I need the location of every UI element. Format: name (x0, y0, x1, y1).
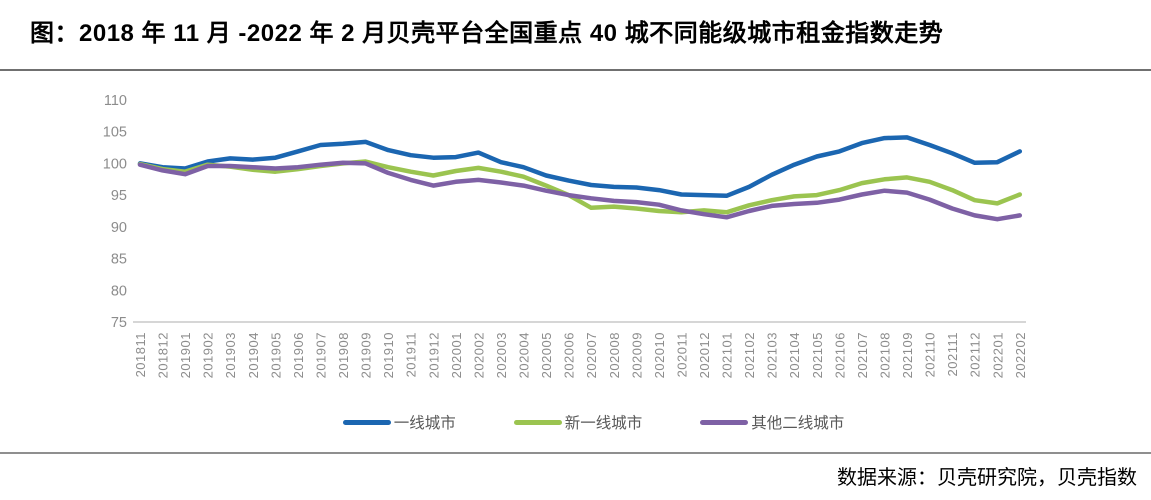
svg-text:202102: 202102 (742, 332, 757, 378)
svg-text:202001: 202001 (449, 332, 464, 378)
svg-text:202106: 202106 (832, 332, 847, 378)
svg-text:201911: 201911 (404, 332, 419, 377)
svg-text:95: 95 (111, 188, 127, 204)
svg-text:202202: 202202 (1013, 332, 1028, 378)
page-title: 图：2018 年 11 月 -2022 年 2 月贝壳平台全国重点 40 城不同… (30, 20, 944, 47)
svg-text:201902: 201902 (201, 332, 216, 378)
legend-label-tier1: 一线城市 (393, 415, 456, 432)
svg-text:201905: 201905 (268, 332, 283, 378)
footer-divider (0, 452, 1151, 454)
svg-text:202008: 202008 (607, 332, 622, 378)
svg-text:202007: 202007 (584, 332, 599, 378)
svg-text:202201: 202201 (990, 332, 1005, 378)
svg-text:202011: 202011 (674, 332, 689, 377)
svg-text:90: 90 (111, 220, 127, 236)
svg-text:201811: 201811 (133, 332, 148, 377)
svg-text:202108: 202108 (877, 332, 892, 378)
tier1-line-swatch (342, 419, 391, 425)
svg-text:85: 85 (111, 252, 127, 268)
svg-text:201912: 201912 (426, 332, 441, 378)
svg-text:75: 75 (111, 315, 127, 331)
svg-text:202110: 202110 (923, 332, 938, 377)
svg-text:80: 80 (111, 283, 127, 299)
svg-text:202109: 202109 (900, 332, 915, 378)
legend-label-new-tier1: 新一线城市 (564, 415, 643, 432)
svg-text:201908: 201908 (336, 332, 351, 378)
svg-text:201903: 201903 (223, 332, 238, 378)
svg-text:202112: 202112 (968, 332, 983, 377)
svg-text:201904: 201904 (246, 332, 261, 378)
svg-text:201907: 201907 (313, 332, 328, 378)
svg-text:202003: 202003 (494, 332, 509, 378)
new-tier1-line-swatch (513, 419, 562, 425)
other-tier2-line-swatch (700, 419, 749, 425)
title-divider (0, 69, 1151, 71)
data-source-note: 数据来源：贝壳研究院，贝壳指数 (837, 467, 1137, 489)
svg-text:201901: 201901 (178, 332, 193, 378)
svg-text:201910: 201910 (381, 332, 396, 378)
svg-text:110: 110 (104, 93, 127, 109)
svg-text:100: 100 (103, 156, 127, 172)
svg-text:202107: 202107 (855, 332, 870, 378)
rent-index-line-chart: 110 105 100 95 90 85 80 75 201811 201812 201901 201… (103, 93, 1028, 378)
svg-text:202002: 202002 (471, 332, 486, 378)
svg-text:202006: 202006 (562, 332, 577, 378)
legend-item-new-tier1: 新一线城市 (513, 411, 643, 433)
svg-text:105: 105 (103, 125, 127, 141)
svg-text:202103: 202103 (765, 332, 780, 378)
legend-item-tier1: 一线城市 (342, 411, 456, 433)
svg-text:202009: 202009 (629, 332, 644, 378)
chart-legend: 一线城市 新一线城市 其他二线城市 (0, 409, 1151, 435)
svg-text:202012: 202012 (697, 332, 712, 378)
svg-text:202111: 202111 (945, 332, 960, 376)
svg-text:201812: 201812 (156, 332, 171, 378)
svg-text:202101: 202101 (720, 332, 735, 378)
svg-text:202005: 202005 (539, 332, 554, 378)
legend-label-other-tier2: 其他二线城市 (751, 415, 845, 432)
svg-text:201909: 201909 (359, 332, 374, 378)
svg-text:202105: 202105 (810, 332, 825, 378)
svg-text:202104: 202104 (787, 332, 802, 378)
svg-text:202004: 202004 (517, 332, 532, 378)
svg-text:202010: 202010 (652, 332, 667, 378)
svg-text:201906: 201906 (291, 332, 306, 378)
legend-item-other-tier2: 其他二线城市 (700, 411, 844, 433)
